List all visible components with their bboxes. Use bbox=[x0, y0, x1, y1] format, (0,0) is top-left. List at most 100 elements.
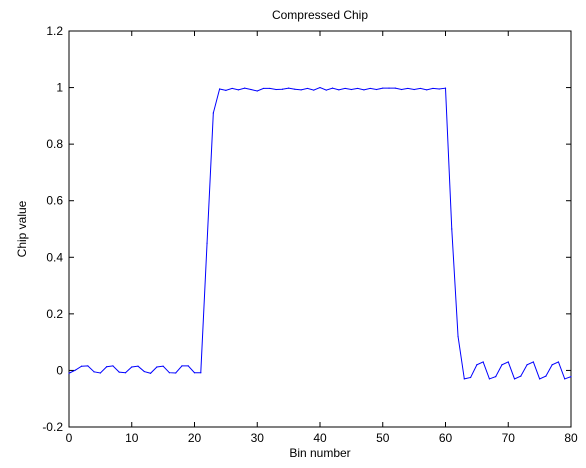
data-point bbox=[231, 87, 233, 90]
data-point bbox=[193, 372, 196, 374]
data-point bbox=[106, 366, 108, 368]
data-point bbox=[338, 89, 340, 91]
data-point bbox=[275, 88, 277, 91]
chart-title: Compressed Chip bbox=[272, 8, 368, 22]
data-point bbox=[432, 87, 434, 90]
data-point bbox=[80, 365, 83, 367]
points-layer bbox=[68, 86, 572, 380]
data-point bbox=[313, 89, 315, 91]
data-point bbox=[219, 88, 221, 90]
data-point bbox=[118, 371, 120, 373]
data-point bbox=[476, 364, 478, 366]
data-point bbox=[350, 88, 352, 91]
x-tick-label: 20 bbox=[188, 431, 202, 445]
data-point bbox=[400, 88, 403, 91]
data-point bbox=[463, 378, 465, 380]
x-tick-label: 70 bbox=[502, 431, 516, 445]
data-point bbox=[331, 87, 334, 89]
data-point bbox=[149, 372, 152, 374]
plot-area bbox=[68, 30, 572, 428]
y-tick-label: 1.2 bbox=[46, 24, 63, 38]
data-point bbox=[407, 87, 409, 90]
x-tick-label: 60 bbox=[439, 431, 453, 445]
data-point bbox=[457, 335, 459, 338]
data-point bbox=[551, 364, 553, 366]
data-point bbox=[438, 88, 440, 90]
data-point bbox=[74, 369, 76, 371]
data-point bbox=[319, 86, 321, 89]
data-point bbox=[570, 376, 572, 378]
data-point bbox=[68, 372, 70, 374]
data-point bbox=[124, 372, 127, 374]
data-point bbox=[444, 87, 447, 89]
data-point bbox=[99, 372, 101, 374]
data-point bbox=[520, 375, 522, 377]
x-axis-label: Bin number bbox=[289, 446, 350, 460]
data-point bbox=[112, 365, 114, 367]
x-tick-label: 40 bbox=[313, 431, 327, 445]
x-tick-label: 50 bbox=[376, 431, 390, 445]
tick-labels-layer: 0 10 20 30 40 50 60 70 80-0.200.20.40.60.811.2 bbox=[42, 24, 578, 445]
data-point bbox=[131, 366, 133, 368]
data-point bbox=[175, 372, 177, 374]
y-tick-label: 1 bbox=[56, 81, 63, 95]
data-point bbox=[269, 87, 271, 90]
data-point bbox=[357, 87, 359, 90]
data-point bbox=[488, 378, 491, 380]
data-point bbox=[413, 88, 415, 91]
data-point bbox=[200, 372, 202, 374]
data-point bbox=[388, 87, 390, 89]
data-point bbox=[532, 361, 534, 363]
y-tick-label: 0 bbox=[56, 363, 63, 377]
x-tick-label: 10 bbox=[125, 431, 139, 445]
data-point bbox=[426, 89, 428, 91]
data-point bbox=[501, 364, 503, 366]
y-tick-label: 0.8 bbox=[46, 137, 63, 151]
data-point bbox=[564, 378, 566, 380]
data-point bbox=[162, 365, 164, 367]
data-point bbox=[482, 361, 484, 363]
y-tick-label: 0.4 bbox=[46, 250, 63, 264]
y-tick-label: 0.6 bbox=[46, 194, 63, 208]
data-point bbox=[137, 365, 139, 367]
x-tick-label: 30 bbox=[251, 431, 265, 445]
data-point bbox=[87, 365, 89, 367]
data-point bbox=[382, 87, 384, 89]
data-point bbox=[156, 366, 158, 368]
data-point bbox=[495, 376, 497, 378]
data-point bbox=[288, 87, 290, 89]
data-point bbox=[225, 89, 227, 91]
data-point bbox=[369, 87, 371, 90]
data-point bbox=[281, 88, 283, 90]
data-point bbox=[513, 378, 516, 380]
data-point bbox=[394, 87, 396, 89]
data-point bbox=[244, 87, 246, 89]
data-point bbox=[181, 365, 183, 367]
x-tick-label: 0 bbox=[66, 431, 73, 445]
data-point bbox=[300, 89, 302, 91]
data-point bbox=[545, 375, 547, 377]
data-point bbox=[250, 88, 252, 91]
data-point bbox=[507, 361, 509, 363]
ticks-layer bbox=[68, 30, 572, 428]
data-point bbox=[344, 87, 346, 90]
data-point bbox=[187, 365, 189, 367]
data-point bbox=[168, 372, 170, 374]
data-point bbox=[363, 89, 365, 91]
data-point bbox=[526, 364, 528, 366]
data-point bbox=[262, 87, 265, 90]
data-point bbox=[206, 242, 208, 244]
data-point bbox=[539, 378, 541, 380]
data-point bbox=[143, 370, 145, 373]
data-point bbox=[419, 87, 421, 90]
data-point bbox=[306, 87, 309, 90]
y-tick-label: -0.2 bbox=[42, 420, 63, 434]
x-tick-label: 80 bbox=[564, 431, 578, 445]
data-point bbox=[237, 89, 240, 91]
data-point bbox=[451, 228, 453, 230]
data-point bbox=[557, 361, 560, 363]
data-point bbox=[325, 89, 327, 91]
data-point bbox=[470, 376, 472, 379]
data-point bbox=[375, 88, 378, 91]
